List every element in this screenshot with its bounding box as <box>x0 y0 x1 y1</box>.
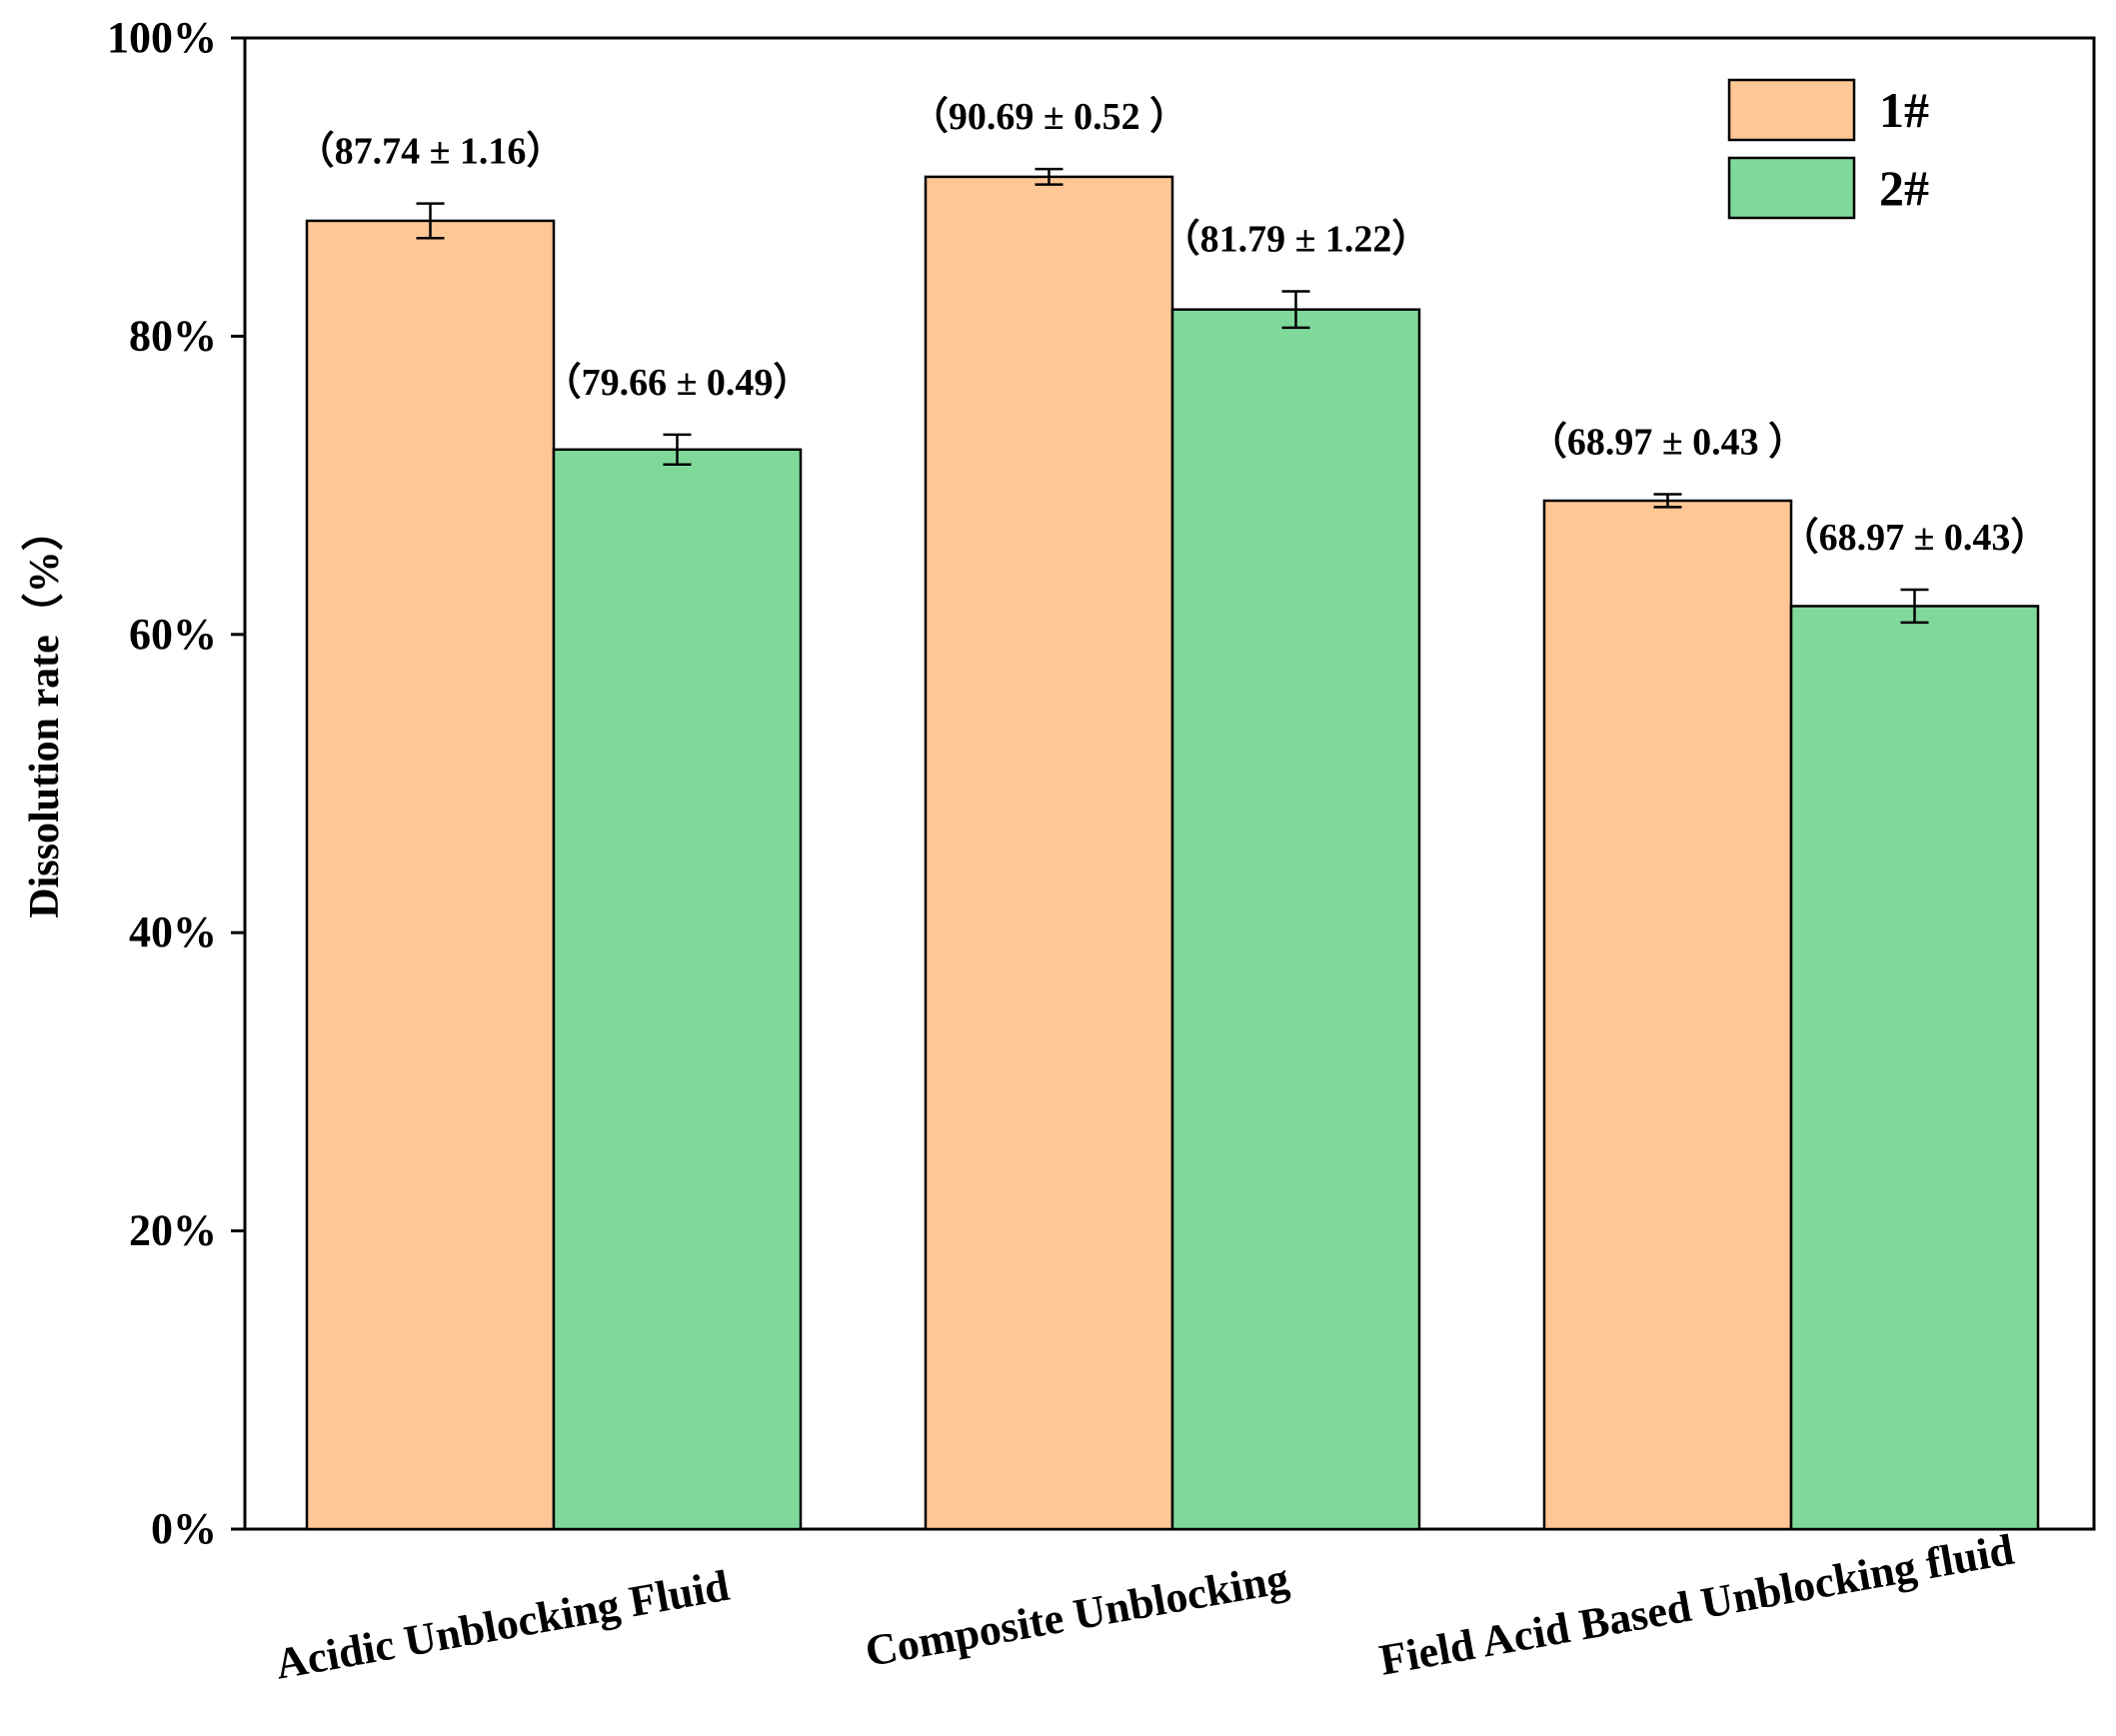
legend-label: 2# <box>1879 160 1929 216</box>
bar-series-1 <box>924 175 1174 1531</box>
data-label: （79.66 ± 0.49） <box>544 362 812 404</box>
legend-label: 1# <box>1879 82 1929 138</box>
y-axis-label: Dissolution rate（%） <box>21 509 68 918</box>
bar-series-2 <box>1170 308 1421 1531</box>
data-label: （90.69 ± 0.52 ） <box>911 96 1187 138</box>
y-tick-label: 0% <box>151 1504 217 1553</box>
y-tick-label: 20% <box>129 1206 217 1255</box>
data-label: （87.74 ± 1.16） <box>297 131 565 173</box>
y-tick-label: 80% <box>129 311 217 360</box>
chart-marks: 0% 20% 40% 60% 80% 100% Dissolution rate（%） （87… <box>21 13 2096 1689</box>
bar-series-2 <box>552 448 803 1531</box>
bar-series-1 <box>1542 499 1793 1531</box>
x-tick-label: Field Acid Based Unblocking fluid <box>1376 1525 2018 1685</box>
bar-series-1 <box>305 219 556 1531</box>
data-label: （68.97 ± 0.43） <box>1781 517 2049 559</box>
y-tick-label: 100% <box>107 13 217 62</box>
x-tick-label: Composite Unblocking <box>862 1553 1292 1676</box>
bar-series-2 <box>1789 605 2040 1531</box>
data-label: （68.97 ± 0.43 ） <box>1529 422 1806 464</box>
legend-swatch-series-1 <box>1727 78 1856 142</box>
x-tick-label: Acidic Unblocking Fluid <box>272 1561 733 1689</box>
y-tick-label: 60% <box>129 610 217 659</box>
data-label: （81.79 ± 1.22） <box>1162 218 1430 260</box>
y-tick-label: 40% <box>129 907 217 956</box>
legend-swatch-series-2 <box>1727 156 1856 220</box>
